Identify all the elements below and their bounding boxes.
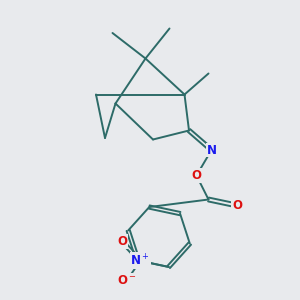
Text: O: O	[232, 199, 242, 212]
Text: O: O	[191, 169, 202, 182]
Text: O: O	[117, 235, 127, 248]
Text: O$^-$: O$^-$	[117, 274, 136, 287]
Text: N: N	[206, 143, 217, 157]
Text: N$^+$: N$^+$	[130, 253, 150, 268]
